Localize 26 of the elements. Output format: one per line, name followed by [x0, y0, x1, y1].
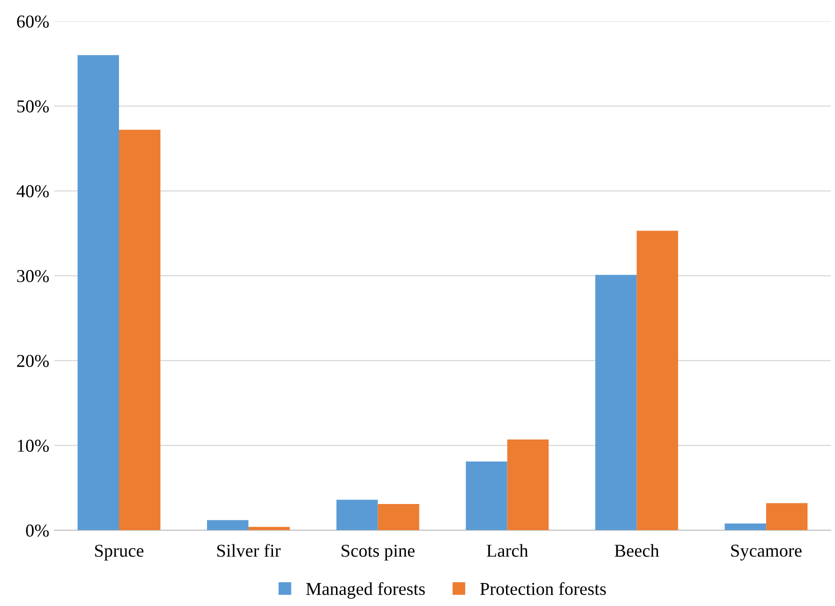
y-tick-label: 60%	[17, 15, 49, 28]
y-tick-label: 0%	[26, 524, 49, 537]
bar	[378, 504, 420, 530]
bar	[636, 230, 678, 530]
y-tick-label: 50%	[17, 100, 49, 113]
bar	[466, 462, 508, 530]
x-tick-label: Sycamore	[731, 544, 802, 561]
y-tick-label: 30%	[17, 270, 49, 282]
y-tick-label: 10%	[18, 440, 49, 452]
y-tick-label: 20%	[17, 354, 49, 368]
x-tick-label: Silver fir	[217, 544, 281, 557]
bar	[595, 274, 637, 530]
bar	[724, 523, 766, 530]
bar	[118, 130, 160, 530]
bar	[206, 520, 248, 530]
bar	[507, 439, 549, 530]
x-tick-label: Larch	[486, 544, 528, 557]
legend-label: Managed forests	[306, 582, 425, 599]
x-tick-label: Scots pine	[342, 544, 415, 561]
x-tick-label: Beech	[614, 544, 660, 557]
x-tick-label: Spruce	[95, 544, 144, 561]
bar	[78, 55, 119, 530]
y-tick-label: 40%	[16, 185, 49, 198]
bar	[766, 503, 808, 530]
legend-label: Protection forests	[480, 582, 606, 596]
bar	[336, 500, 378, 530]
